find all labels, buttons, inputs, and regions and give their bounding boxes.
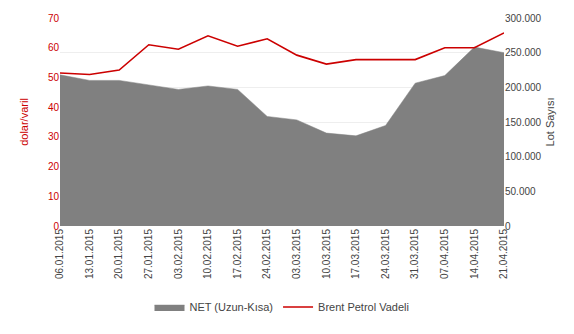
svg-text:13.01.2015: 13.01.2015 bbox=[84, 229, 95, 279]
svg-text:21.04.2015: 21.04.2015 bbox=[498, 229, 509, 279]
svg-text:17.02.2015: 17.02.2015 bbox=[232, 229, 243, 279]
svg-text:70: 70 bbox=[48, 13, 60, 24]
svg-text:200.000: 200.000 bbox=[505, 82, 542, 93]
svg-text:0: 0 bbox=[505, 221, 511, 232]
svg-text:dolar/varil: dolar/varil bbox=[18, 98, 30, 146]
svg-text:20: 20 bbox=[48, 161, 60, 172]
svg-text:30: 30 bbox=[48, 131, 60, 142]
svg-text:27.01.2015: 27.01.2015 bbox=[143, 229, 154, 279]
svg-text:0: 0 bbox=[53, 221, 59, 232]
svg-text:Brent Petrol Vadeli: Brent Petrol Vadeli bbox=[318, 301, 409, 313]
svg-text:40: 40 bbox=[48, 102, 60, 113]
svg-text:300.000: 300.000 bbox=[505, 13, 542, 24]
svg-text:24.03.2015: 24.03.2015 bbox=[380, 229, 391, 279]
svg-text:03.03.2015: 03.03.2015 bbox=[291, 229, 302, 279]
svg-text:10.03.2015: 10.03.2015 bbox=[321, 229, 332, 279]
svg-text:Lot Sayısı: Lot Sayısı bbox=[544, 98, 556, 147]
svg-text:150.000: 150.000 bbox=[505, 117, 542, 128]
svg-text:60: 60 bbox=[48, 42, 60, 53]
svg-text:06.01.2015: 06.01.2015 bbox=[54, 229, 65, 279]
svg-text:100.000: 100.000 bbox=[505, 151, 542, 162]
svg-text:50.000: 50.000 bbox=[505, 186, 536, 197]
svg-text:NET (Uzun-Kısa): NET (Uzun-Kısa) bbox=[190, 301, 274, 313]
svg-text:31.03.2015: 31.03.2015 bbox=[409, 229, 420, 279]
svg-text:17.03.2015: 17.03.2015 bbox=[350, 229, 361, 279]
svg-text:03.02.2015: 03.02.2015 bbox=[173, 229, 184, 279]
svg-text:50: 50 bbox=[48, 72, 60, 83]
svg-text:10.02.2015: 10.02.2015 bbox=[202, 229, 213, 279]
svg-text:07.04.2015: 07.04.2015 bbox=[439, 229, 450, 279]
svg-text:20.01.2015: 20.01.2015 bbox=[113, 229, 124, 279]
svg-text:250.000: 250.000 bbox=[505, 47, 542, 58]
svg-text:24.02.2015: 24.02.2015 bbox=[261, 229, 272, 279]
svg-text:14.04.2015: 14.04.2015 bbox=[469, 229, 480, 279]
svg-text:10: 10 bbox=[48, 191, 60, 202]
